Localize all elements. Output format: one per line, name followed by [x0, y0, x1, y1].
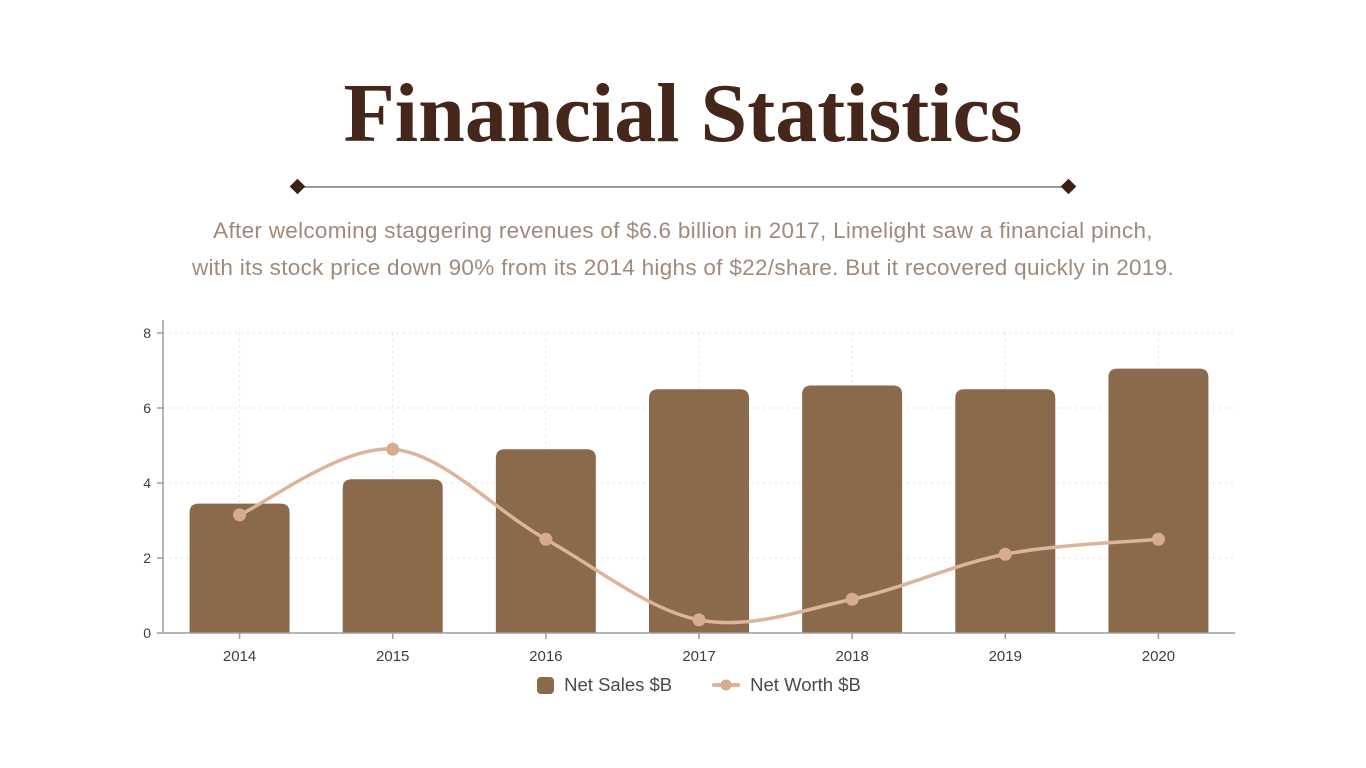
- net-worth-point-2016: [539, 532, 553, 546]
- bar-2017: [649, 389, 749, 633]
- legend-label-net-worth: Net Worth $B: [750, 674, 861, 695]
- bar-2014: [189, 503, 290, 633]
- subtitle: After welcoming staggering revenues of $…: [0, 212, 1366, 286]
- bar-2018: [802, 385, 903, 633]
- bar-2019: [955, 389, 1056, 633]
- subtitle-line-1: After welcoming staggering revenues of $…: [213, 218, 1153, 243]
- chart-legend: Net Sales $B Net Worth $B: [163, 674, 1235, 696]
- diamond-icon-left: [289, 178, 306, 195]
- net-worth-point-2018: [845, 592, 859, 606]
- bar-2015: [342, 479, 443, 633]
- bar-2020: [1108, 368, 1209, 633]
- net-worth-point-2015: [386, 442, 400, 456]
- x-axis-label-2019: 2019: [989, 648, 1022, 665]
- y-axis-label-6: 6: [143, 400, 151, 416]
- x-axis-label-2017: 2017: [682, 648, 715, 665]
- financial-chart-svg: 0 2 4 6 8 2014 2015 2016 2017 2018 2019 2020: [143, 320, 1235, 665]
- x-axis-label-2016: 2016: [529, 648, 562, 665]
- subtitle-line-2: with its stock price down 90% from its 2…: [191, 255, 1175, 280]
- legend-label-net-sales: Net Sales $B: [564, 674, 673, 695]
- line-marker-dot-icon: [720, 679, 732, 691]
- y-axis-label-4: 4: [143, 475, 151, 491]
- financial-chart: 0 2 4 6 8 2014 2015 2016 2017 2018 2019 2020: [140, 318, 1250, 666]
- line-series-marker-icon: [712, 679, 741, 691]
- x-axis-label-2015: 2015: [376, 648, 409, 665]
- x-axis-label-2014: 2014: [223, 648, 256, 665]
- legend-item-net-sales: Net Sales $B: [537, 674, 672, 696]
- y-axis-label-2: 2: [143, 550, 151, 566]
- net-worth-point-2020: [1151, 532, 1165, 546]
- x-axis-label-2018: 2018: [835, 648, 868, 665]
- title-divider: [289, 178, 1077, 195]
- diamond-icon-right: [1060, 178, 1077, 195]
- y-axis-label-8: 8: [143, 325, 151, 341]
- bar-series-swatch-icon: [537, 676, 555, 694]
- y-axis-label-0: 0: [143, 625, 151, 641]
- net-worth-point-2019: [998, 547, 1012, 561]
- legend-item-net-worth: Net Worth $B: [712, 674, 861, 696]
- page-title: Financial Statistics: [343, 67, 1023, 160]
- net-worth-point-2017: [692, 613, 706, 627]
- net-worth-point-2014: [233, 508, 247, 522]
- divider-line: [303, 185, 1063, 188]
- x-axis-label-2020: 2020: [1142, 648, 1175, 665]
